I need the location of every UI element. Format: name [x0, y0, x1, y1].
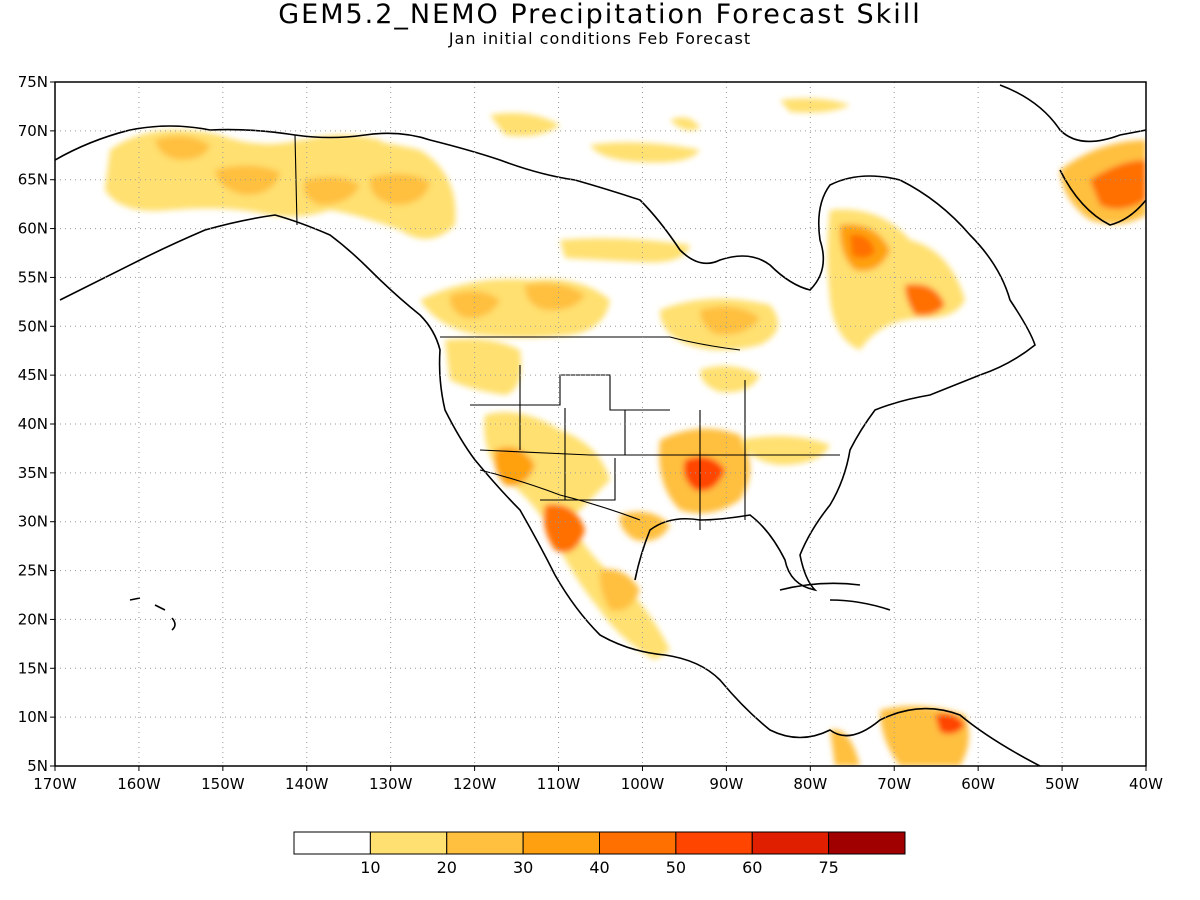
colorbar-label: 40 — [589, 858, 609, 877]
colorbar-swatch — [446, 831, 524, 855]
lat-tick-label: 40N — [18, 415, 48, 433]
coastlines — [55, 84, 1146, 766]
lat-tick-label: 75N — [18, 73, 48, 91]
colorbar-label: 50 — [666, 858, 686, 877]
skill-shading — [105, 98, 1146, 766]
lat-tick-label: 10N — [18, 708, 48, 726]
lat-tick-label: 50N — [18, 317, 48, 335]
lat-tick-label: 45N — [18, 366, 48, 384]
colorbar-swatch — [828, 831, 906, 855]
lon-tick-label: 60W — [961, 775, 995, 793]
lat-axis: 5N 10N 15N 20N 25N 30N 35N 40N 45N 50N 55N 60N 65N 70… — [18, 73, 55, 775]
lat-tick-label: 70N — [18, 122, 48, 140]
lon-tick-label: 80W — [793, 775, 827, 793]
lat-tick-label: 65N — [18, 171, 48, 189]
lon-tick-label: 140W — [285, 775, 329, 793]
colorbar-swatch — [369, 831, 448, 855]
lat-tick-label: 35N — [18, 464, 48, 482]
colorbar-label: 60 — [742, 858, 762, 877]
lon-tick-label: 100W — [621, 775, 665, 793]
lon-tick-label: 150W — [201, 775, 245, 793]
lon-tick-label: 130W — [369, 775, 413, 793]
colorbar-swatch — [293, 831, 371, 855]
lat-tick-label: 30N — [18, 513, 48, 531]
lat-tick-label: 25N — [18, 562, 48, 580]
page-title: GEM5.2_NEMO Precipitation Forecast Skill — [278, 0, 922, 30]
lat-tick-label: 20N — [18, 610, 48, 628]
colorbar-swatch — [522, 831, 600, 855]
lon-tick-label: 110W — [537, 775, 581, 793]
borders — [294, 134, 840, 530]
colorbar-label: 10 — [360, 858, 380, 877]
lon-tick-label: 120W — [453, 775, 497, 793]
colorbar-label: 30 — [513, 858, 533, 877]
colorbar-swatch — [751, 831, 830, 855]
lat-tick-label: 55N — [18, 268, 48, 286]
lon-tick-label: 50W — [1045, 775, 1079, 793]
colorbar-swatch — [599, 831, 677, 855]
colorbar-label: 75 — [818, 858, 838, 877]
lon-tick-label: 70W — [877, 775, 911, 793]
lon-axis: 170W 160W 150W 140W 130W 120W 110W 100W 90W 80W 70… — [33, 766, 1163, 793]
colorbar: 10 20 30 40 50 60 75 — [293, 831, 906, 877]
lat-tick-label: 15N — [18, 659, 48, 677]
lat-tick-label: 5N — [27, 757, 48, 775]
lon-tick-label: 40W — [1129, 775, 1163, 793]
colorbar-swatch — [675, 831, 753, 855]
lon-tick-label: 170W — [33, 775, 77, 793]
lat-tick-label: 60N — [18, 220, 48, 238]
lon-tick-label: 160W — [117, 775, 161, 793]
colorbar-label: 20 — [437, 858, 457, 877]
map-plot-area — [55, 82, 1146, 766]
page-subtitle: Jan initial conditions Feb Forecast — [448, 29, 752, 48]
lon-tick-label: 90W — [709, 775, 743, 793]
grid-lines — [55, 82, 1146, 766]
